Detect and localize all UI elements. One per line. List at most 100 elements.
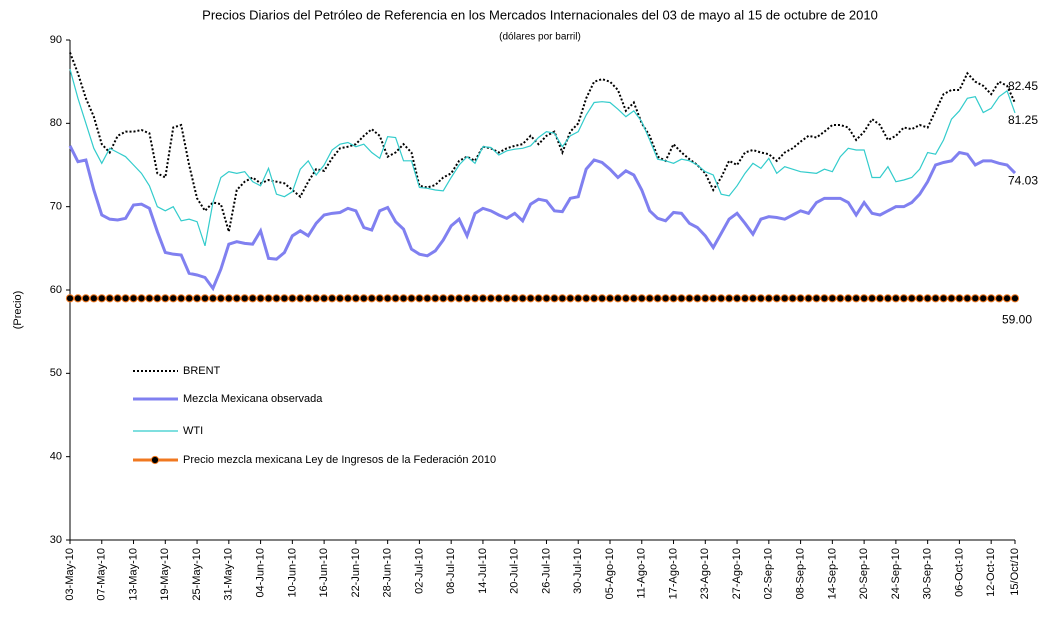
x-tick-label: 24-Sep-10 (890, 548, 902, 599)
legend-marker (150, 455, 160, 465)
point (558, 294, 567, 303)
point (701, 294, 710, 303)
x-tick-label: 16-Jun-10 (318, 548, 330, 598)
point (478, 294, 488, 303)
point (836, 294, 845, 303)
point (725, 294, 734, 303)
point (875, 294, 885, 303)
x-tick-label: 12-Oct-10 (985, 548, 997, 597)
point (137, 294, 146, 303)
point (145, 294, 154, 303)
x-tick-label: 08-Sep-10 (794, 548, 806, 599)
point (415, 294, 424, 303)
point (486, 294, 495, 303)
point (447, 294, 456, 303)
point (629, 294, 638, 303)
x-tick-label: 19-May-10 (159, 548, 171, 601)
point (216, 294, 225, 303)
point (772, 294, 781, 303)
point (987, 294, 996, 303)
point (963, 294, 972, 303)
point (860, 294, 869, 303)
point (653, 294, 662, 303)
x-tick-label: 05-Ago-10 (604, 548, 616, 599)
x-tick-label: 20-Jul-10 (509, 548, 521, 594)
x-tick-label: 30-Jul-10 (572, 548, 584, 594)
point (613, 294, 623, 303)
point (185, 294, 194, 303)
point (669, 294, 678, 303)
point (288, 294, 297, 303)
end-value-label: 59.00 (1002, 313, 1032, 327)
point (462, 294, 472, 303)
point (391, 294, 400, 303)
point (177, 294, 186, 303)
point (343, 294, 353, 303)
point (915, 294, 924, 303)
point (732, 294, 742, 303)
point (899, 294, 908, 303)
point (804, 294, 813, 303)
point (534, 294, 543, 303)
x-tick-label: 31-May-10 (223, 548, 235, 601)
point (399, 294, 408, 303)
point (407, 294, 416, 303)
end-value-label: 82.45 (1008, 79, 1038, 93)
point (923, 294, 932, 303)
point (97, 294, 106, 303)
point (351, 294, 360, 303)
point (312, 294, 321, 303)
point (81, 294, 90, 303)
point (844, 294, 853, 303)
chart-title: Precios Diarios del Petróleo de Referenc… (202, 7, 878, 22)
point (693, 294, 702, 303)
point (931, 294, 940, 303)
point (510, 294, 519, 303)
point (621, 294, 630, 303)
x-tick-label: 26-Jul-10 (540, 548, 552, 594)
point (280, 294, 289, 303)
point (89, 294, 98, 303)
series-line (69, 52, 1016, 232)
point (192, 294, 202, 303)
x-tick-label: 02-Jul-10 (413, 548, 425, 594)
y-tick-label: 80 (50, 117, 62, 129)
series-line (68, 145, 1017, 292)
point (161, 294, 170, 303)
point (470, 294, 480, 303)
x-tick-label: 10-Jun-10 (286, 548, 298, 598)
x-tick-label: 14-Jul-10 (477, 548, 489, 594)
point (375, 294, 384, 303)
point (780, 294, 789, 303)
point (820, 294, 829, 303)
point (590, 294, 599, 303)
legend-label: Mezcla Mexicana observada (183, 393, 323, 405)
x-tick-label: 02-Sep-10 (763, 548, 775, 599)
point (272, 294, 281, 303)
point (494, 294, 503, 303)
point (304, 294, 313, 303)
point (566, 294, 575, 303)
point (605, 294, 615, 303)
point (296, 294, 305, 303)
point (979, 294, 988, 303)
legend-label: Precio mezcla mexicana Ley de Ingresos d… (183, 454, 496, 466)
y-tick-label: 50 (50, 367, 62, 379)
point (113, 294, 122, 303)
point (574, 294, 583, 303)
point (232, 294, 241, 303)
point (526, 294, 535, 303)
x-tick-label: 30-Sep-10 (922, 548, 934, 599)
point (335, 294, 345, 303)
x-tick-label: 17-Ago-10 (667, 548, 679, 599)
x-tick-label: 07-May-10 (96, 548, 108, 601)
point (907, 294, 916, 303)
x-tick-label: 04-Jun-10 (254, 548, 266, 598)
point (582, 294, 591, 303)
x-tick-label: 08-Jul-10 (445, 548, 457, 594)
point (677, 294, 686, 303)
chart-subtitle: (dólares por barril) (499, 32, 581, 43)
point (423, 294, 432, 303)
point (740, 294, 750, 303)
